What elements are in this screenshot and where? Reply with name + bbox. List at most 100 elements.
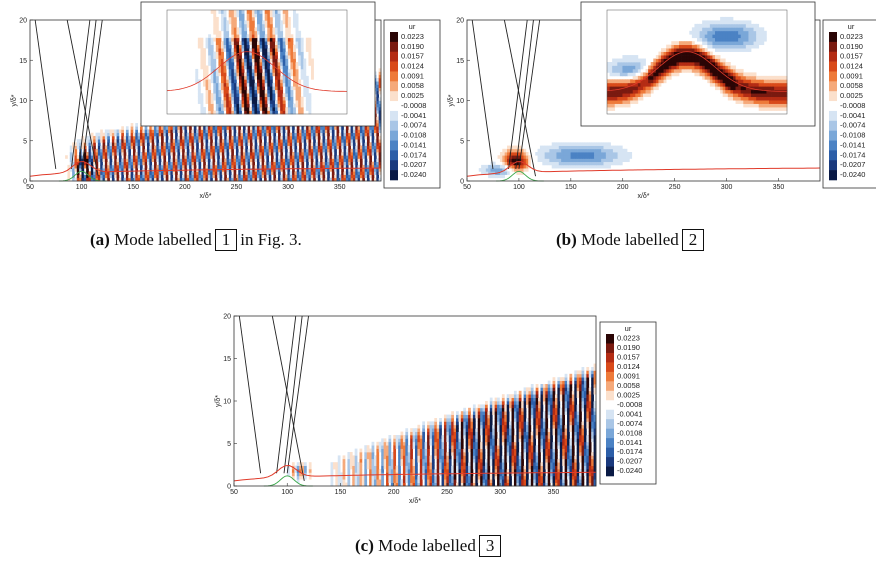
field-cell bbox=[617, 161, 621, 166]
field-cell bbox=[296, 152, 300, 156]
field-cell bbox=[601, 148, 604, 153]
field-cell bbox=[511, 152, 515, 156]
inset-cell bbox=[733, 93, 736, 98]
inset-cell bbox=[244, 34, 248, 39]
field-cell bbox=[168, 139, 171, 143]
field-cell bbox=[156, 174, 160, 179]
field-cell bbox=[240, 155, 244, 159]
field-cell bbox=[364, 142, 368, 146]
inset-cell bbox=[203, 68, 206, 73]
field-cell bbox=[327, 158, 330, 163]
inset-cell bbox=[277, 27, 281, 32]
field-cell bbox=[617, 145, 621, 150]
field-cell bbox=[310, 155, 314, 159]
field-cell bbox=[336, 126, 340, 130]
field-cell bbox=[341, 145, 344, 150]
field-cell bbox=[261, 161, 265, 166]
field-cell bbox=[357, 155, 361, 159]
field-cell bbox=[231, 161, 234, 166]
inset-cell bbox=[231, 110, 235, 115]
inset-cell bbox=[285, 58, 289, 63]
inset-cell bbox=[236, 93, 240, 98]
inset-cell bbox=[300, 58, 304, 63]
field-cell bbox=[322, 129, 326, 134]
field-cell bbox=[186, 174, 190, 179]
inset-cell bbox=[197, 100, 201, 104]
field-cell bbox=[193, 132, 197, 137]
inset-cell bbox=[305, 37, 309, 42]
field-cell bbox=[355, 155, 358, 159]
inset-cell bbox=[251, 34, 255, 39]
field-cell bbox=[158, 145, 162, 150]
field-cell bbox=[93, 139, 96, 143]
field-cell bbox=[210, 155, 213, 159]
field-cell bbox=[247, 126, 251, 130]
field-cell bbox=[247, 168, 251, 172]
field-cell bbox=[271, 132, 274, 137]
field-cell bbox=[551, 145, 555, 150]
inset-cell bbox=[218, 41, 222, 46]
field-cell bbox=[161, 161, 164, 166]
inset-cell bbox=[195, 68, 199, 73]
field-cell bbox=[74, 148, 78, 153]
field-cell bbox=[619, 152, 623, 156]
inset-cell bbox=[262, 110, 266, 115]
field-cell bbox=[280, 129, 284, 134]
inset-cell bbox=[769, 107, 772, 111]
field-cell bbox=[308, 142, 312, 146]
field-cell bbox=[313, 132, 316, 137]
field-cell bbox=[315, 142, 319, 146]
inset-cell bbox=[200, 37, 204, 42]
inset-cell bbox=[300, 110, 304, 115]
field-cell bbox=[102, 135, 106, 140]
field-cell bbox=[128, 158, 131, 163]
field-cell bbox=[130, 158, 134, 163]
field-cell bbox=[104, 174, 108, 179]
inset-cell bbox=[303, 82, 307, 87]
inset-cell bbox=[743, 89, 747, 94]
field-cell bbox=[104, 171, 108, 175]
field-cell bbox=[163, 158, 167, 163]
inset-cell bbox=[295, 41, 299, 46]
field-cell bbox=[352, 139, 356, 143]
inset-cell bbox=[215, 23, 219, 28]
field-cell bbox=[196, 158, 199, 163]
field-cell bbox=[86, 135, 89, 140]
field-cell bbox=[256, 132, 260, 137]
field-cell bbox=[219, 129, 223, 134]
field-cell bbox=[299, 152, 302, 156]
field-cell bbox=[271, 155, 274, 159]
inset-cell bbox=[285, 96, 289, 101]
field-cell bbox=[371, 161, 375, 166]
x-tick-label: 150 bbox=[565, 184, 577, 191]
inset-cell bbox=[246, 16, 250, 21]
inset-cell bbox=[236, 96, 240, 101]
field-cell bbox=[294, 158, 298, 163]
field-cell bbox=[132, 177, 136, 182]
field-cell bbox=[499, 155, 503, 159]
inset-cell bbox=[228, 13, 232, 18]
field-cell bbox=[301, 126, 305, 130]
inset-cell bbox=[735, 86, 739, 91]
inset-cell bbox=[781, 82, 785, 87]
field-cell bbox=[240, 161, 244, 166]
field-cell bbox=[186, 164, 190, 169]
inset-cell bbox=[635, 79, 639, 84]
inset-cell bbox=[254, 37, 258, 42]
field-cell bbox=[371, 177, 375, 182]
field-cell bbox=[608, 158, 611, 163]
field-cell bbox=[502, 152, 505, 156]
field-cell bbox=[240, 174, 244, 179]
field-cell bbox=[324, 129, 328, 134]
field-cell bbox=[191, 139, 195, 143]
inset-cell bbox=[257, 72, 260, 77]
field-cell bbox=[142, 171, 146, 175]
field-cell bbox=[147, 152, 150, 156]
inset-cell bbox=[295, 27, 299, 32]
field-cell bbox=[233, 129, 237, 134]
inset-cell bbox=[776, 103, 780, 108]
inset-cell bbox=[267, 110, 271, 115]
inset-cell bbox=[241, 30, 245, 35]
field-cell bbox=[549, 155, 553, 159]
field-cell bbox=[200, 171, 204, 175]
